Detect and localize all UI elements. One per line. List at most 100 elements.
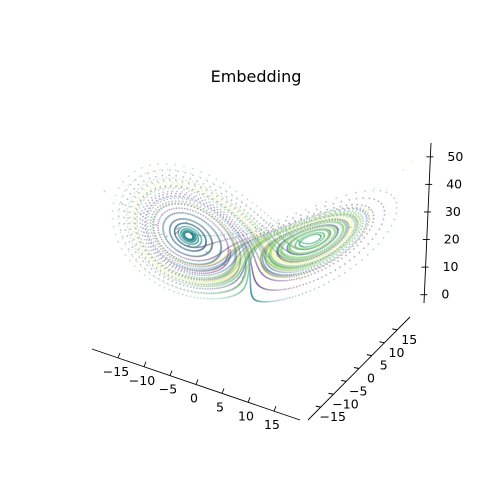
trajectory-point — [205, 209, 208, 212]
trajectory-point — [365, 220, 368, 223]
trajectory-point — [284, 276, 287, 278]
trajectory-point — [372, 248, 375, 251]
trajectory-point — [247, 237, 250, 240]
trajectory-point — [287, 271, 289, 274]
trajectory-point — [218, 223, 221, 226]
trajectory-point — [217, 269, 220, 272]
trajectory-point — [272, 272, 274, 275]
trajectory-point — [211, 215, 214, 218]
trajectory-point — [166, 251, 169, 254]
trajectory-point — [264, 288, 266, 290]
trajectory-point — [313, 265, 316, 268]
trajectory-point — [344, 208, 346, 211]
trajectory-point — [157, 277, 160, 280]
trajectory-point — [348, 248, 351, 251]
trajectory-point — [267, 265, 270, 268]
trajectory-point — [214, 189, 217, 192]
trajectory-point — [246, 242, 248, 245]
trajectory-point — [208, 262, 211, 264]
trajectory-point — [268, 288, 271, 291]
trajectory-point — [211, 244, 214, 247]
trajectory-point — [186, 264, 189, 266]
trajectory-point — [272, 239, 275, 242]
trajectory-point — [214, 263, 217, 265]
trajectory-point — [153, 210, 155, 213]
trajectory-point — [282, 227, 285, 230]
trajectory-point — [250, 241, 252, 244]
trajectory-point — [228, 255, 231, 258]
trajectory-point — [288, 260, 291, 263]
trajectory-point — [233, 281, 236, 283]
trajectory-point — [340, 257, 343, 260]
trajectory-point — [195, 269, 198, 272]
trajectory-point — [249, 245, 251, 248]
trajectory-point — [319, 210, 322, 213]
trajectory-point — [228, 234, 231, 237]
trajectory-point — [122, 195, 124, 197]
trajectory-point — [244, 258, 247, 260]
trajectory-point — [198, 246, 201, 249]
trajectory-point — [280, 279, 283, 282]
trajectory-point — [145, 214, 148, 216]
trajectory-point — [218, 271, 221, 274]
trajectory-point — [178, 267, 180, 270]
trajectory-point — [289, 227, 292, 230]
trajectory-point — [225, 296, 228, 299]
trajectory-point — [286, 258, 289, 260]
trajectory-point — [334, 244, 337, 247]
trajectory-point — [286, 216, 288, 218]
trajectory-point — [225, 279, 228, 282]
trajectory-point — [212, 268, 215, 271]
trajectory-point — [196, 191, 199, 193]
trajectory-point — [209, 257, 212, 260]
trajectory-point — [185, 201, 188, 204]
trajectory-point — [337, 254, 340, 257]
trajectory-point — [316, 249, 318, 252]
trajectory-point — [375, 233, 377, 236]
trajectory-point — [148, 202, 151, 204]
trajectory-point — [316, 208, 318, 211]
trajectory-point — [343, 209, 346, 212]
trajectory-point — [233, 207, 236, 210]
trajectory-point — [250, 266, 253, 269]
trajectory-point — [129, 183, 132, 186]
trajectory-point — [245, 245, 247, 248]
trajectory-point — [174, 234, 177, 236]
trajectory-point — [254, 259, 257, 262]
trajectory-point — [205, 202, 208, 204]
trajectory-point — [265, 245, 267, 248]
trajectory-point — [294, 273, 297, 275]
trajectory-point — [219, 216, 222, 219]
trajectory-point — [280, 258, 282, 260]
trajectory-point — [267, 214, 269, 217]
trajectory-point — [270, 272, 273, 274]
trajectory-point — [183, 165, 185, 168]
trajectory-point — [207, 223, 210, 226]
trajectory-point — [185, 198, 188, 201]
trajectory-point — [382, 218, 385, 221]
trajectory-point — [211, 240, 214, 243]
trajectory-point — [230, 277, 232, 280]
trajectory-point — [224, 237, 227, 240]
trajectory-point — [191, 167, 194, 170]
trajectory-point — [162, 240, 164, 243]
trajectory-point — [300, 230, 302, 233]
trajectory-point — [346, 231, 349, 234]
trajectory-point — [238, 229, 241, 232]
trajectory-point — [207, 283, 210, 286]
trajectory-point — [276, 274, 279, 276]
trajectory-point — [348, 259, 351, 262]
trajectory-point — [370, 225, 373, 228]
trajectory-point — [192, 255, 195, 258]
trajectory-point — [255, 282, 258, 285]
trajectory-point — [225, 285, 228, 288]
trajectory-point — [311, 226, 314, 229]
trajectory-point — [278, 223, 280, 226]
trajectory-point — [215, 178, 218, 181]
trajectory-point — [204, 272, 207, 275]
trajectory-point — [162, 256, 165, 258]
trajectory-point — [198, 272, 201, 275]
trajectory-point — [216, 257, 218, 260]
trajectory-point — [180, 268, 183, 271]
trajectory-point — [393, 218, 396, 221]
